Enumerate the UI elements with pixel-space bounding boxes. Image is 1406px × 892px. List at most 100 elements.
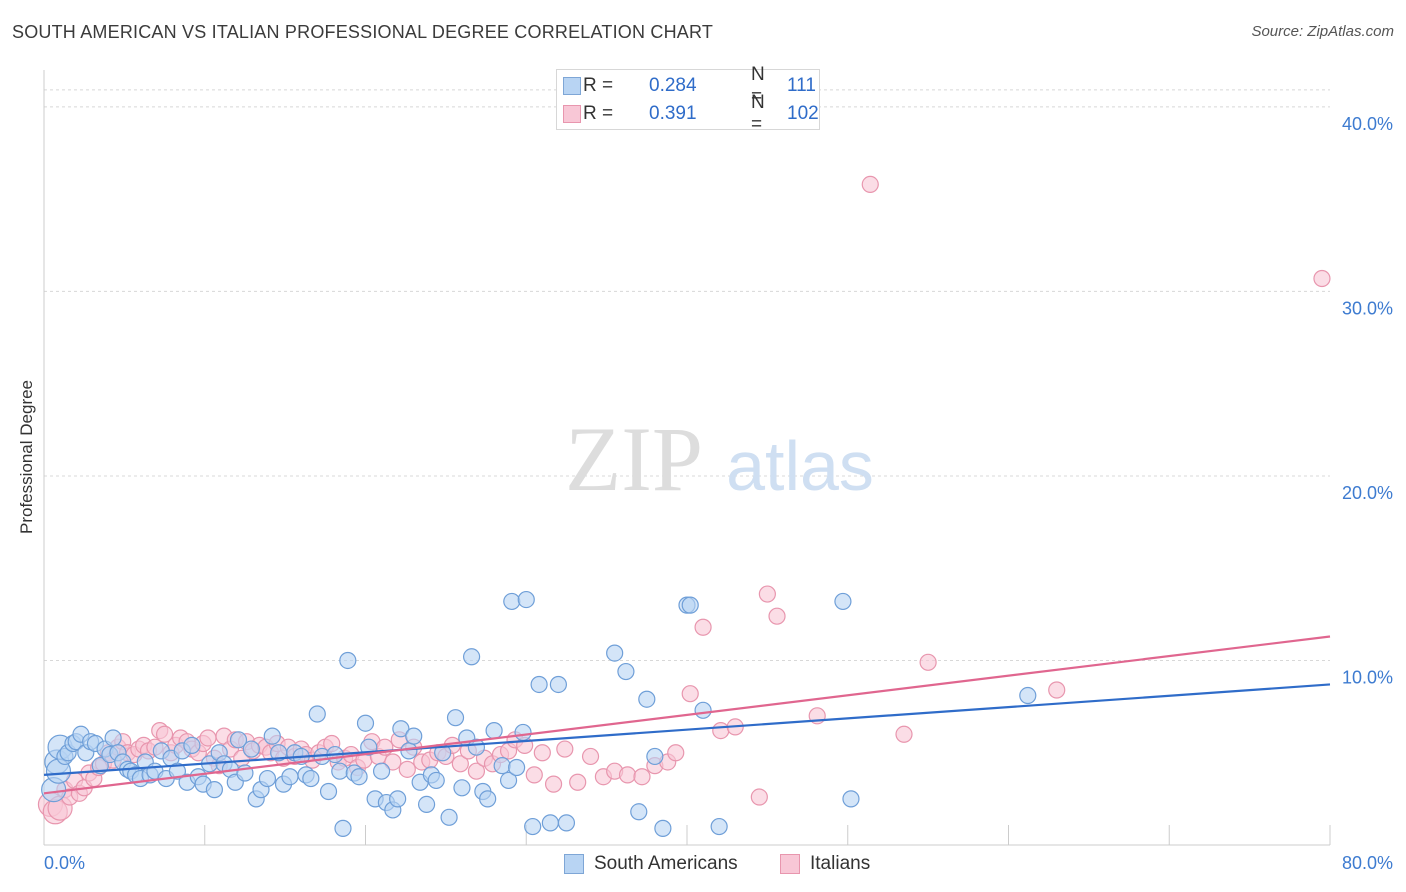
italian-point	[556, 740, 574, 758]
legend-n-value-italians: 102	[787, 103, 819, 124]
legend-swatch-italians	[563, 105, 581, 123]
south-american-point	[400, 742, 418, 760]
south-american-point	[654, 819, 672, 837]
south-american-point	[630, 803, 648, 821]
south-american-point	[242, 740, 260, 758]
south-american-point	[339, 651, 357, 670]
south-american-point	[524, 817, 542, 836]
italian-point	[861, 175, 879, 194]
south-american-point	[229, 731, 248, 749]
south-american-point	[427, 771, 445, 790]
south-american-point	[1019, 686, 1037, 705]
bottom-legend-swatch-italians	[780, 854, 800, 874]
south-american-point	[308, 705, 326, 723]
bottom-legend-label-italians: Italians	[810, 853, 871, 874]
legend-n-value-south-americans: 111	[787, 75, 816, 96]
italian-point	[384, 753, 402, 771]
south-american-point	[530, 675, 548, 694]
tick-labels: 10.0% 20.0% 30.0% 40.0% 0.0% 80.0%	[44, 114, 1393, 873]
italian-point	[525, 766, 543, 784]
south-american-point	[453, 779, 471, 797]
legend-r-key: R =	[583, 103, 614, 124]
south-american-point	[834, 592, 852, 611]
south-american-point	[503, 592, 521, 611]
south-american-point	[331, 762, 349, 780]
south-american-point	[514, 723, 532, 742]
south-american-point	[168, 762, 187, 780]
south-american-point	[334, 819, 352, 837]
south-american-point	[405, 727, 423, 745]
south-american-point	[710, 817, 728, 836]
x-tick-label-max: 80.0%	[1342, 853, 1393, 873]
bottom-legend-label-south-americans: South Americans	[594, 853, 738, 874]
y-tick-label: 30.0%	[1342, 298, 1393, 318]
trend-lines	[43, 635, 1331, 795]
italian-point	[633, 768, 651, 786]
watermark-zip: ZIP	[565, 408, 703, 510]
south-american-point	[681, 596, 699, 614]
italian-point	[569, 773, 587, 791]
south-american-point	[617, 662, 635, 681]
italian-point	[750, 788, 768, 806]
italian-point	[581, 747, 600, 766]
south-american-point	[389, 790, 407, 808]
italian-point	[544, 775, 563, 793]
bottom-legend-south-americans: South Americans	[564, 850, 738, 878]
italian-point	[618, 766, 637, 784]
y-axis-label: Professional Degree	[17, 379, 36, 535]
y-tick-label: 40.0%	[1342, 114, 1393, 134]
south-american-point	[557, 814, 576, 832]
chart-title: SOUTH AMERICAN VS ITALIAN PROFESSIONAL D…	[12, 22, 714, 42]
grid-layer	[44, 89, 1330, 661]
italian-point	[199, 729, 217, 747]
south-american-point	[440, 808, 458, 826]
south-american-point	[350, 768, 368, 786]
south-american-point	[446, 709, 465, 727]
watermark: ZIP atlas	[565, 408, 874, 510]
south-american-point	[258, 769, 277, 788]
legend-r-value-south-americans: 0.284	[649, 75, 697, 96]
legend-row-south-americans: R = 0.284 N = 111	[563, 64, 816, 107]
south-american-point	[646, 747, 664, 766]
south-american-point	[417, 795, 436, 814]
italian-point	[919, 653, 937, 671]
south-american-point	[104, 729, 122, 747]
legend-swatch-south-americans	[563, 77, 581, 95]
y-tick-label: 10.0%	[1342, 667, 1393, 687]
y-tick-label: 20.0%	[1342, 483, 1393, 503]
south-american-point	[302, 769, 320, 788]
south-american-point	[372, 762, 391, 780]
south-american-point	[638, 690, 656, 708]
legend-n-key: N =	[751, 64, 765, 107]
south-americans-trend-line	[43, 683, 1331, 776]
south-american-point	[517, 590, 535, 609]
italian-point	[1048, 681, 1066, 699]
south-american-point	[499, 771, 518, 790]
south-american-point	[694, 701, 712, 719]
italian-point	[768, 607, 786, 625]
south-american-point	[462, 648, 481, 666]
correlation-legend: R = 0.284 N = 111 R = 0.391 N = 102	[556, 64, 820, 135]
italian-point	[467, 762, 486, 780]
italian-point	[758, 585, 776, 603]
south-american-point	[281, 768, 299, 786]
italian-point	[1313, 269, 1331, 288]
south-american-point	[541, 814, 559, 832]
legend-row-italians: R = 0.391 N = 102	[563, 92, 819, 135]
south-american-point	[183, 736, 201, 754]
italian-point	[895, 725, 913, 743]
south-american-point	[485, 721, 503, 740]
source-label: Source: ZipAtlas.com	[1251, 23, 1394, 40]
legend-r-key: R =	[583, 75, 614, 96]
italian-point	[155, 725, 174, 743]
south-american-point	[205, 781, 223, 799]
bottom-legend-swatch-south-americans	[564, 854, 584, 874]
watermark-atlas: atlas	[726, 427, 874, 505]
south-americans-points	[41, 590, 1037, 837]
italian-point	[451, 755, 469, 773]
axes-layer	[43, 70, 1331, 846]
south-american-point	[479, 790, 497, 808]
legend-r-value-italians: 0.391	[649, 103, 697, 124]
south-american-point	[319, 782, 338, 801]
